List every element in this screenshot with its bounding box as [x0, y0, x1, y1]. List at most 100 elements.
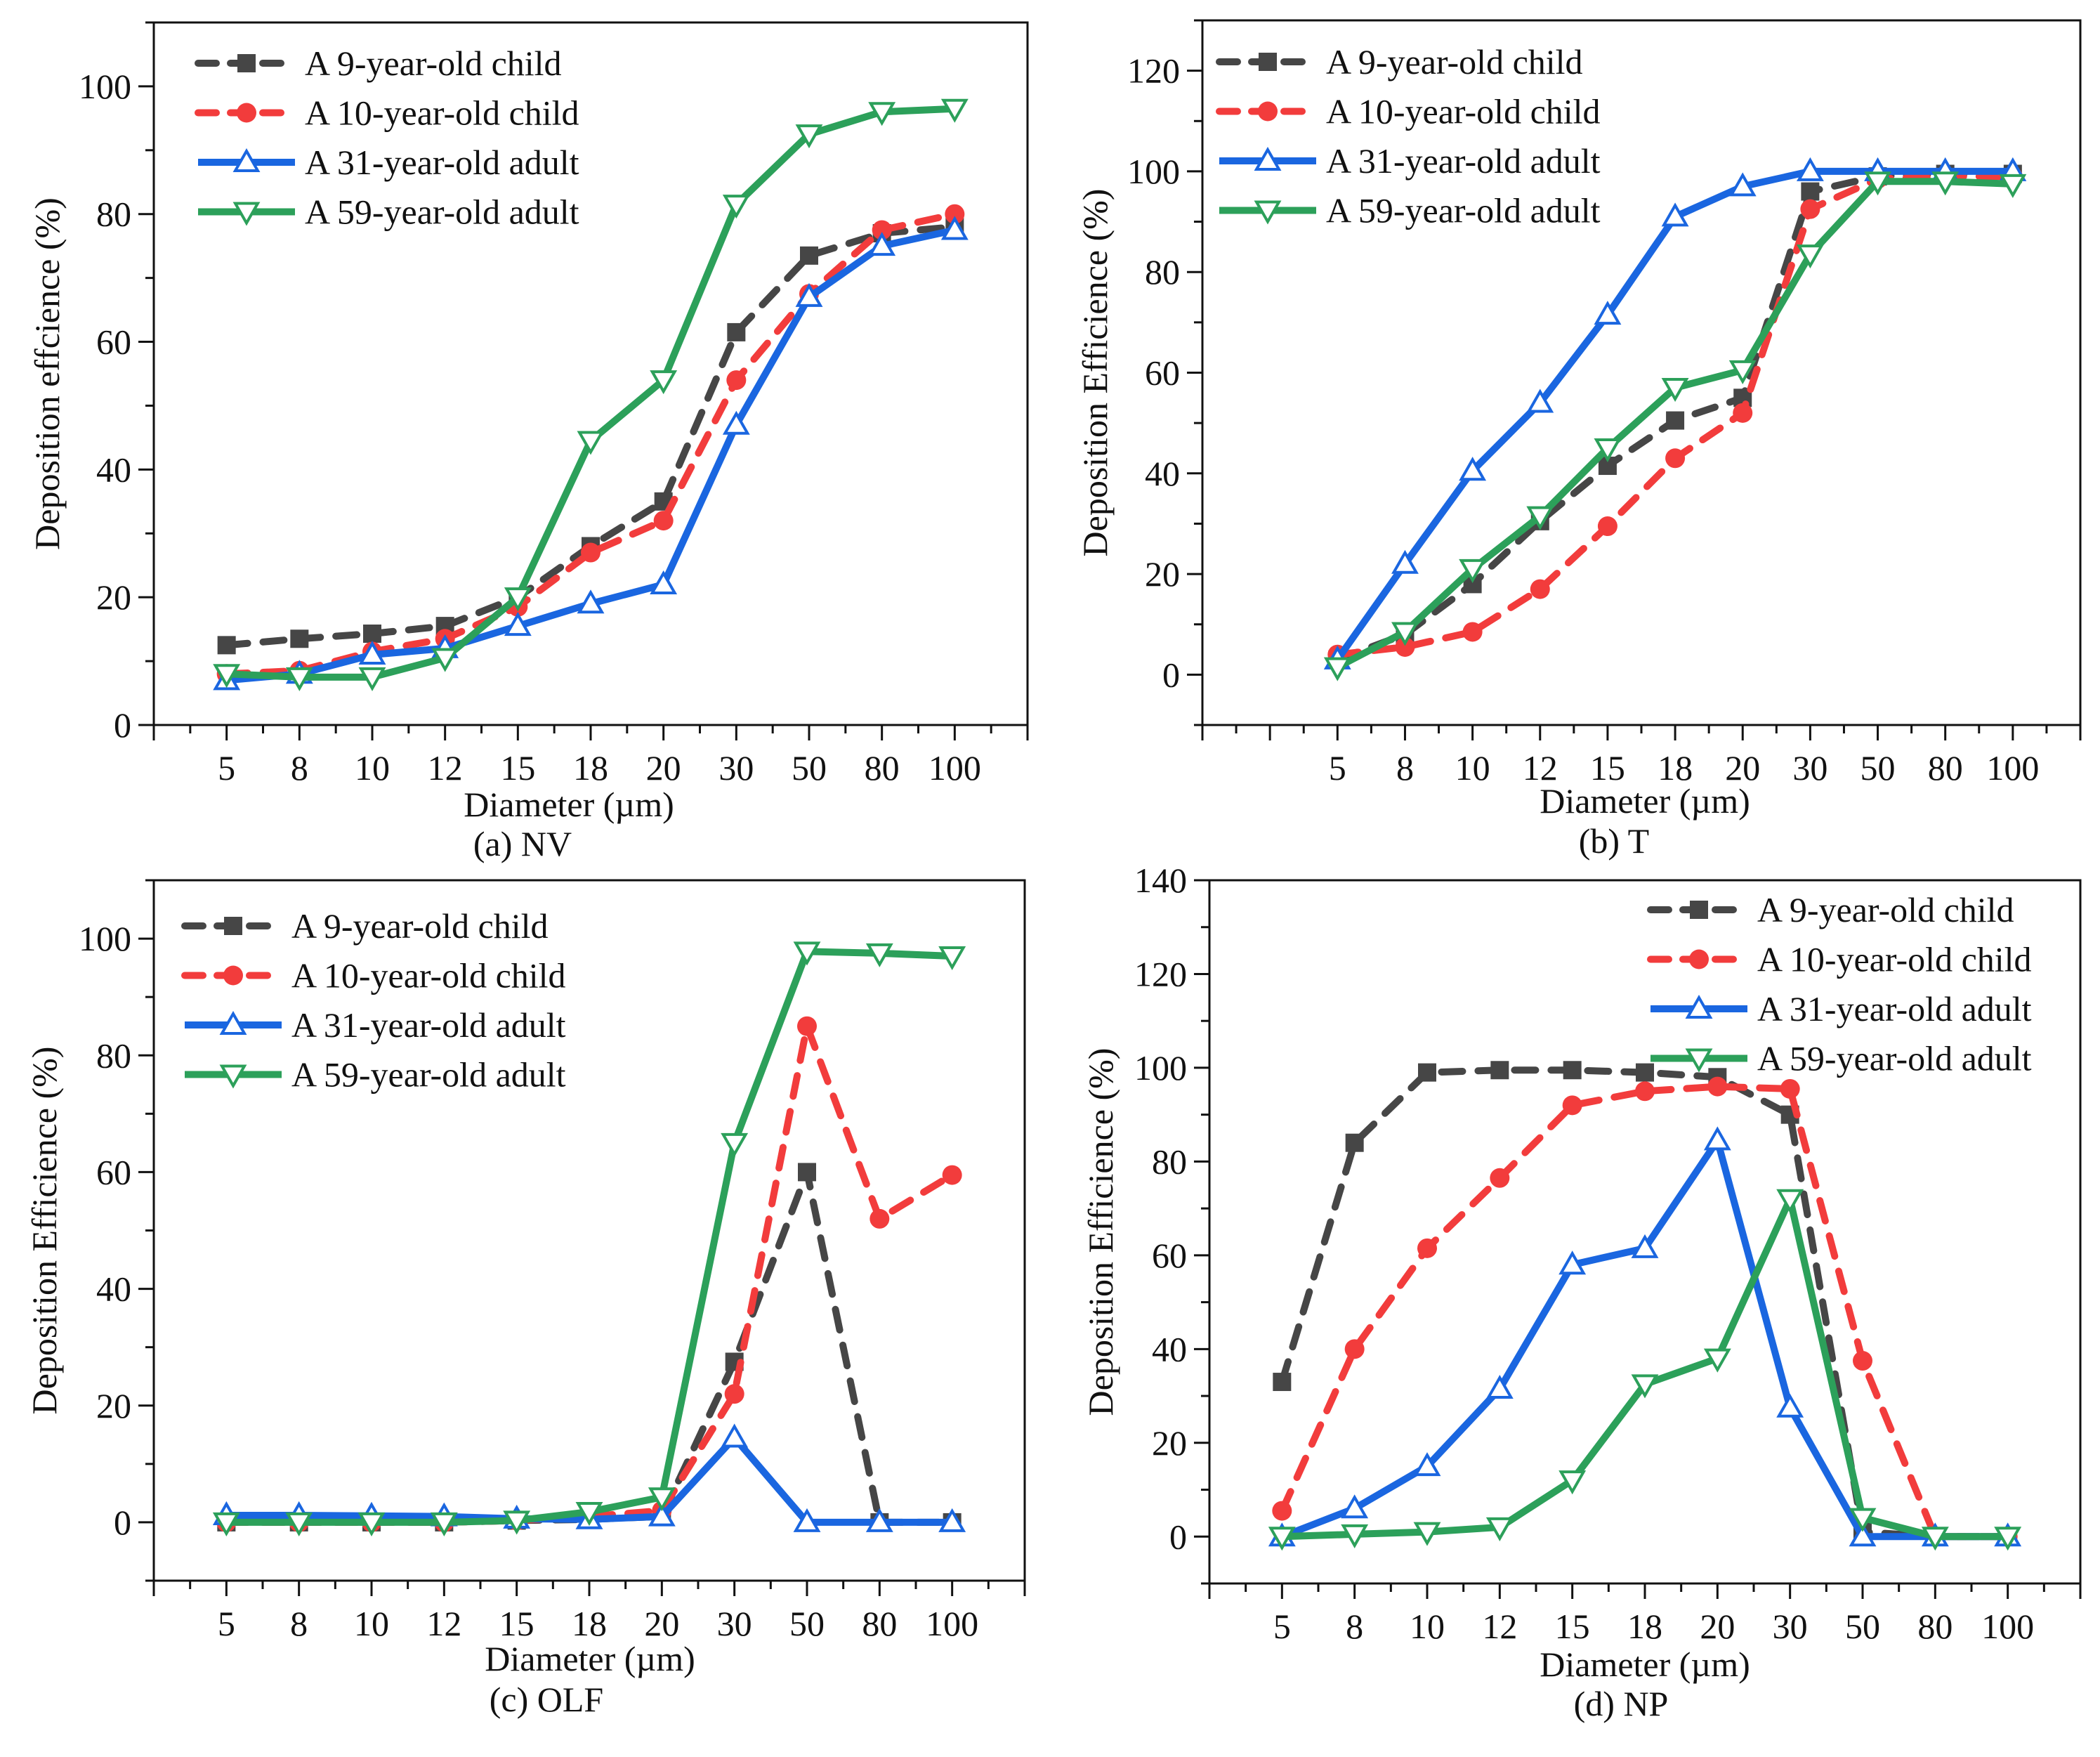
legend-label: A 31-year-old adult — [291, 1005, 566, 1045]
data-point-child10 — [1665, 448, 1686, 469]
legend-marker-child10 — [1689, 949, 1709, 969]
legend: A 9-year-old child A 10-year-old child A 3… — [1647, 890, 2032, 1078]
data-point-adult59 — [1999, 174, 2027, 198]
data-point-adult59 — [1728, 360, 1757, 384]
series-adult59 — [212, 941, 966, 1536]
data-point-adult59 — [213, 664, 241, 688]
data-point-adult31 — [1526, 388, 1554, 413]
x-tick-label: 10 — [1455, 748, 1490, 788]
data-point-adult31 — [1459, 457, 1487, 481]
data-point-child10 — [1853, 1351, 1872, 1371]
legend-marker-adult31 — [1685, 994, 1713, 1019]
data-point-adult31 — [1594, 301, 1622, 325]
x-tick-label: 100 — [1981, 1607, 2034, 1646]
x-tick-label: 8 — [291, 748, 308, 788]
data-point-child10 — [872, 220, 892, 240]
x-tick-label: 50 — [789, 1604, 825, 1643]
x-tick-label: 10 — [1410, 1607, 1445, 1646]
x-tick-label: 5 — [218, 748, 235, 788]
data-point-adult31 — [722, 410, 750, 435]
y-tick-label: 100 — [1134, 1048, 1187, 1087]
data-point-adult59 — [865, 943, 893, 967]
x-tick-label: 30 — [1792, 748, 1827, 788]
x-tick-label: 100 — [1986, 748, 2039, 788]
y-axis-label: Deposition Efficience (%) — [1081, 1048, 1120, 1416]
y-axis-label: Deposition Efficience (%) — [1075, 189, 1115, 557]
data-point-adult59 — [1849, 1508, 1877, 1532]
y-axis-label: Deposition Efficience (%) — [25, 1047, 64, 1415]
series-line-child10 — [1278, 1083, 2012, 1541]
data-point-adult59 — [795, 124, 823, 149]
data-point-adult59 — [1526, 506, 1554, 530]
data-point-child10 — [1597, 516, 1617, 537]
data-point-adult59 — [1459, 559, 1487, 583]
data-point-child10 — [1490, 1168, 1510, 1188]
y-tick-label: 60 — [1145, 353, 1180, 393]
x-tick-label: 20 — [644, 1604, 679, 1643]
y-tick-label: 80 — [1145, 252, 1180, 292]
legend-label: A 59-year-old adult — [305, 192, 579, 232]
legend-marker-child10 — [223, 965, 243, 986]
x-tick-label: 50 — [792, 748, 827, 788]
x-tick-label: 30 — [717, 1604, 752, 1643]
x-tick-label: 8 — [290, 1604, 308, 1643]
data-point-adult31 — [504, 612, 532, 636]
legend-marker-adult59 — [219, 1064, 247, 1089]
data-point-child10 — [653, 511, 674, 531]
data-point-adult59 — [1776, 1189, 1804, 1213]
legend-marker-child9 — [237, 54, 256, 72]
data-point-adult31 — [938, 1508, 966, 1532]
y-tick-label: 120 — [1127, 51, 1180, 91]
legend: A 9-year-old child A 10-year-old child A 3… — [181, 906, 566, 1095]
data-point-child9 — [800, 246, 818, 265]
x-tick-label: 18 — [1627, 1607, 1662, 1646]
data-point-adult31 — [1631, 1234, 1659, 1258]
x-tick-label: 80 — [862, 1604, 897, 1643]
x-tick-label: 15 — [1555, 1607, 1590, 1646]
legend-label: A 10-year-old child — [291, 956, 566, 995]
legend: A 9-year-old child A 10-year-old child A 3… — [195, 44, 579, 232]
x-tick-label: 50 — [1861, 748, 1896, 788]
legend-label: A 9-year-old child — [291, 906, 549, 946]
data-point-adult59 — [1931, 171, 1960, 196]
x-tick-label: 20 — [646, 748, 681, 788]
data-point-child10 — [1530, 579, 1550, 599]
series-child9 — [217, 1163, 962, 1531]
data-point-child9 — [1636, 1063, 1654, 1082]
x-tick-label: 100 — [926, 1604, 978, 1643]
data-point-adult59 — [938, 946, 966, 971]
legend-marker-adult31 — [219, 1010, 247, 1035]
series-adult59 — [1323, 171, 2027, 681]
data-point-child10 — [797, 1016, 817, 1036]
data-point-child10 — [726, 370, 747, 391]
x-tick-label: 15 — [500, 748, 535, 788]
data-point-child9 — [727, 322, 746, 341]
y-tick-label: 100 — [1127, 152, 1180, 191]
x-tick-label: 18 — [1658, 748, 1693, 788]
x-tick-label: 80 — [1928, 748, 1963, 788]
x-tick-label: 100 — [928, 748, 981, 788]
x-tick-label: 20 — [1725, 748, 1760, 788]
data-point-child10 — [945, 204, 965, 224]
data-point-adult31 — [1485, 1375, 1514, 1399]
x-tick-label: 5 — [218, 1604, 235, 1643]
data-point-adult59 — [868, 102, 896, 126]
legend-label: A 31-year-old adult — [305, 143, 579, 182]
x-tick-label: 80 — [865, 748, 900, 788]
legend-marker-child9 — [224, 917, 242, 935]
series-child10 — [1272, 1076, 2018, 1547]
x-tick-label: 18 — [573, 748, 608, 788]
data-point-adult31 — [721, 1423, 749, 1448]
data-point-adult59 — [575, 1501, 603, 1526]
y-tick-label: 0 — [1169, 1517, 1187, 1556]
series-line-child10 — [223, 1022, 956, 1526]
legend-label: A 9-year-old child — [1326, 42, 1583, 81]
data-point-child10 — [1562, 1095, 1582, 1116]
y-tick-label: 40 — [96, 1269, 131, 1309]
data-point-adult59 — [1994, 1527, 2022, 1551]
y-tick-label: 40 — [1152, 1329, 1187, 1369]
data-point-adult31 — [1703, 1126, 1731, 1151]
legend-marker-child10 — [1258, 101, 1278, 122]
series-line-adult31 — [1280, 1137, 2008, 1541]
data-point-adult31 — [1728, 172, 1757, 197]
